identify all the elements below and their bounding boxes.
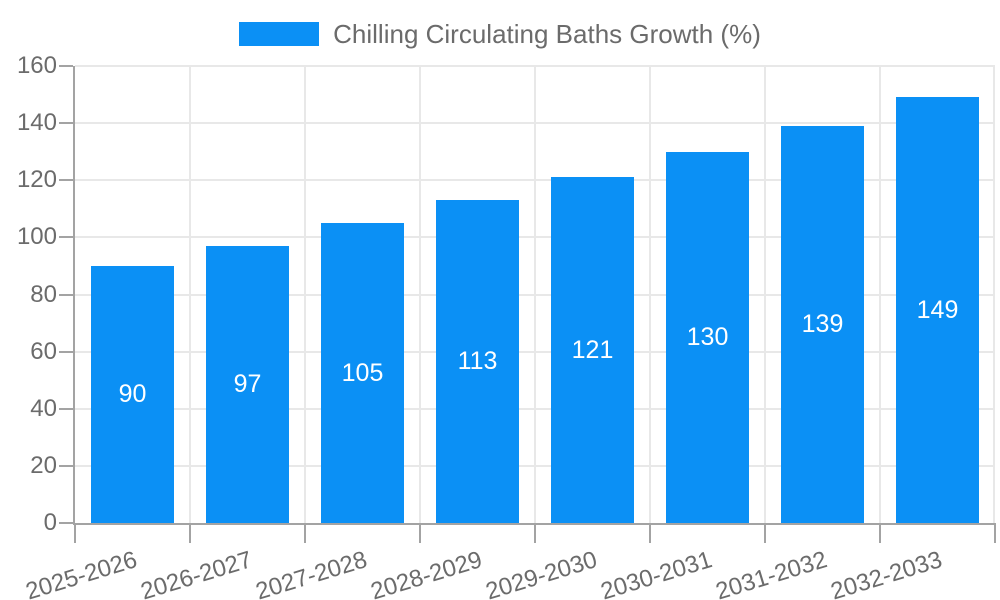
x-axis-tick (649, 523, 651, 543)
y-axis-tick-label: 20 (30, 451, 57, 479)
bar[interactable]: 90 (91, 265, 174, 523)
y-axis-tick (59, 236, 73, 239)
v-gridline (304, 66, 306, 523)
x-axis-tick-label: 2028-2029 (367, 546, 485, 600)
bar-value-label: 105 (341, 358, 384, 387)
legend: Chilling Circulating Baths Growth (%) (0, 21, 1000, 47)
y-axis-tick (59, 407, 73, 410)
bar[interactable]: 121 (551, 177, 634, 523)
x-axis-tick (419, 523, 421, 543)
bar[interactable]: 113 (436, 200, 519, 523)
x-axis-tick (994, 523, 996, 543)
bar-value-label: 139 (801, 309, 844, 338)
x-axis-tick-label: 2027-2028 (252, 546, 370, 600)
v-gridline (879, 66, 881, 523)
y-axis-tick-label: 100 (16, 223, 57, 251)
bar[interactable]: 130 (666, 151, 749, 523)
y-axis-tick-label: 60 (30, 337, 57, 365)
bar[interactable]: 139 (781, 125, 864, 523)
x-axis-tick-label: 2030-2031 (597, 546, 715, 600)
x-axis-tick-label: 2031-2032 (712, 546, 830, 600)
x-axis-tick-label: 2029-2030 (482, 546, 600, 600)
y-axis-tick (59, 65, 73, 67)
bar-value-label: 130 (686, 322, 729, 351)
v-gridline (534, 66, 536, 523)
bar-value-label: 90 (118, 379, 147, 408)
x-axis-tick (304, 523, 306, 543)
y-axis-tick (59, 350, 73, 353)
x-axis-tick (879, 523, 881, 543)
y-axis-tick (59, 522, 73, 524)
x-axis-tick-label: 2026-2027 (137, 546, 255, 600)
legend-item[interactable]: Chilling Circulating Baths Growth (%) (239, 21, 761, 47)
y-axis-tick-label: 140 (16, 109, 57, 137)
bar-value-label: 113 (457, 347, 498, 376)
v-gridline (764, 66, 766, 523)
y-axis-tick (59, 293, 73, 296)
bar[interactable]: 97 (206, 245, 289, 523)
bar-value-label: 121 (571, 335, 614, 364)
y-axis-tick (59, 179, 73, 182)
y-axis-tick-label: 40 (30, 394, 57, 422)
x-axis-tick (764, 523, 766, 543)
y-axis-tick (59, 122, 73, 125)
x-axis-tick-label: 2025-2026 (22, 546, 140, 600)
v-gridline (419, 66, 421, 523)
bar[interactable]: 149 (896, 97, 979, 523)
x-axis-tick (74, 523, 76, 543)
v-gridline (993, 66, 995, 523)
y-axis-tick-label: 0 (43, 509, 57, 536)
y-axis-tick-label: 80 (30, 280, 57, 308)
bar[interactable]: 105 (321, 223, 404, 523)
y-axis-tick-label: 120 (16, 166, 57, 194)
v-gridline (649, 66, 651, 523)
v-gridline (189, 66, 191, 523)
y-axis-tick (59, 464, 73, 467)
y-axis-tick-label: 160 (16, 52, 57, 79)
x-axis-tick (534, 523, 536, 543)
plot-area: 0 20 40 60 80 100 120 140 160 90 2025-2026 97 2026-2… (17, 54, 996, 600)
legend-label: Chilling Circulating Baths Growth (%) (333, 19, 761, 49)
bar-value-label: 149 (916, 295, 959, 324)
x-axis-tick (189, 523, 191, 543)
x-axis-tick-label: 2032-2033 (827, 546, 945, 600)
legend-swatch-icon (239, 22, 320, 46)
bar-value-label: 97 (233, 369, 262, 398)
